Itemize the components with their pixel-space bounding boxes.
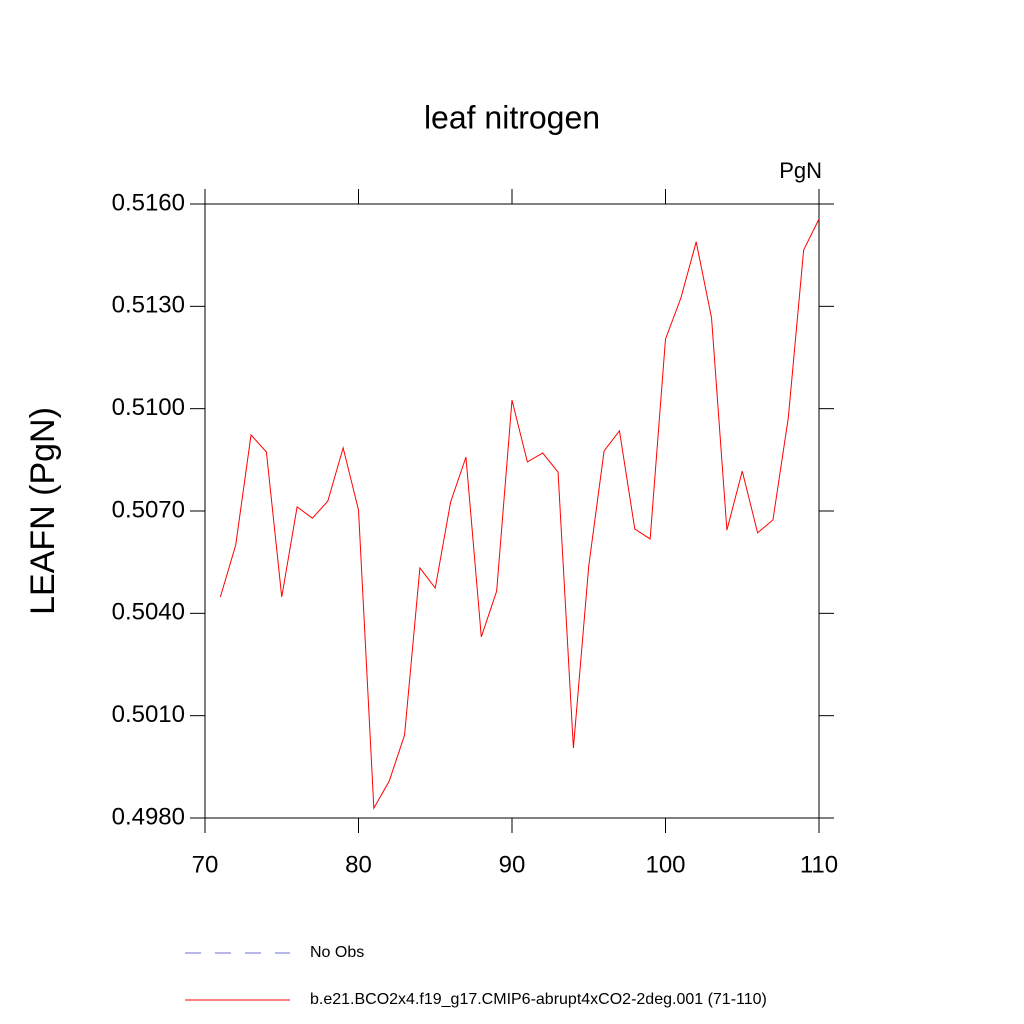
y-tick-label: 0.4980 xyxy=(112,803,185,830)
x-tick-label: 70 xyxy=(192,851,219,878)
x-tick-label: 90 xyxy=(499,851,526,878)
y-axis-label: LEAFN (PgN) xyxy=(24,407,62,615)
legend-label: No Obs xyxy=(310,944,364,961)
y-tick-label: 0.5010 xyxy=(112,701,185,728)
x-tick-label: 100 xyxy=(645,851,685,878)
y-tick-label: 0.5160 xyxy=(112,189,185,216)
x-tick-label: 80 xyxy=(345,851,372,878)
chart-title: leaf nitrogen xyxy=(424,99,600,135)
plot-frame xyxy=(204,203,820,819)
y-tick-label: 0.5130 xyxy=(112,292,185,319)
data-line xyxy=(219,218,820,810)
legend-label: b.e21.BCO2x4.f19_g17.CMIP6-abrupt4xCO2-2… xyxy=(310,991,767,1008)
unit-label: PgN xyxy=(779,158,822,183)
x-tick-label: 110 xyxy=(800,851,838,878)
y-tick-label: 0.5040 xyxy=(112,599,185,626)
y-tick-label: 0.5100 xyxy=(112,394,185,421)
y-tick-label: 0.5070 xyxy=(112,496,185,523)
